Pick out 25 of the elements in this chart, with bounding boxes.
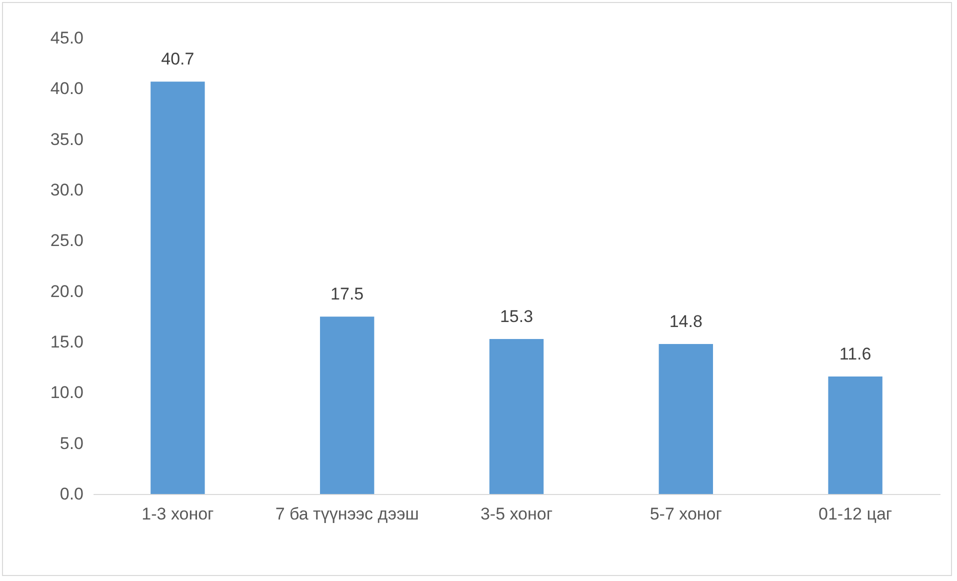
y-tick-label: 15.0	[50, 332, 84, 352]
data-label: 15.3	[500, 306, 534, 326]
y-tick-label: 10.0	[50, 383, 84, 402]
data-label: 17.5	[330, 284, 364, 304]
bar	[828, 376, 882, 494]
bar	[658, 344, 714, 494]
bar	[150, 82, 205, 494]
y-tick-label: 0.0	[60, 484, 84, 504]
y-tick-label: 20.0	[50, 282, 84, 301]
y-tick-label: 5.0	[60, 434, 84, 453]
y-tick-label: 25.0	[50, 231, 84, 250]
data-label: 11.6	[839, 344, 872, 364]
data-label: 40.7	[161, 50, 194, 69]
y-tick-label: 30.0	[50, 180, 84, 200]
x-tick-label: 5-7 хоног	[650, 504, 722, 524]
x-tick-label: 1-3 хоног	[142, 504, 214, 524]
y-tick-label: 35.0	[50, 130, 84, 149]
x-tick-label: 7 ба түүнээс дээш	[275, 504, 419, 524]
bar	[320, 316, 374, 494]
x-tick-label: 01-12 цаг	[818, 504, 892, 524]
bar	[489, 338, 544, 494]
data-label: 14.8	[669, 312, 702, 332]
x-tick-label: 3-5 хоног	[480, 504, 553, 524]
y-tick-label: 40.0	[50, 79, 84, 98]
y-tick-label: 45.0	[50, 28, 84, 48]
